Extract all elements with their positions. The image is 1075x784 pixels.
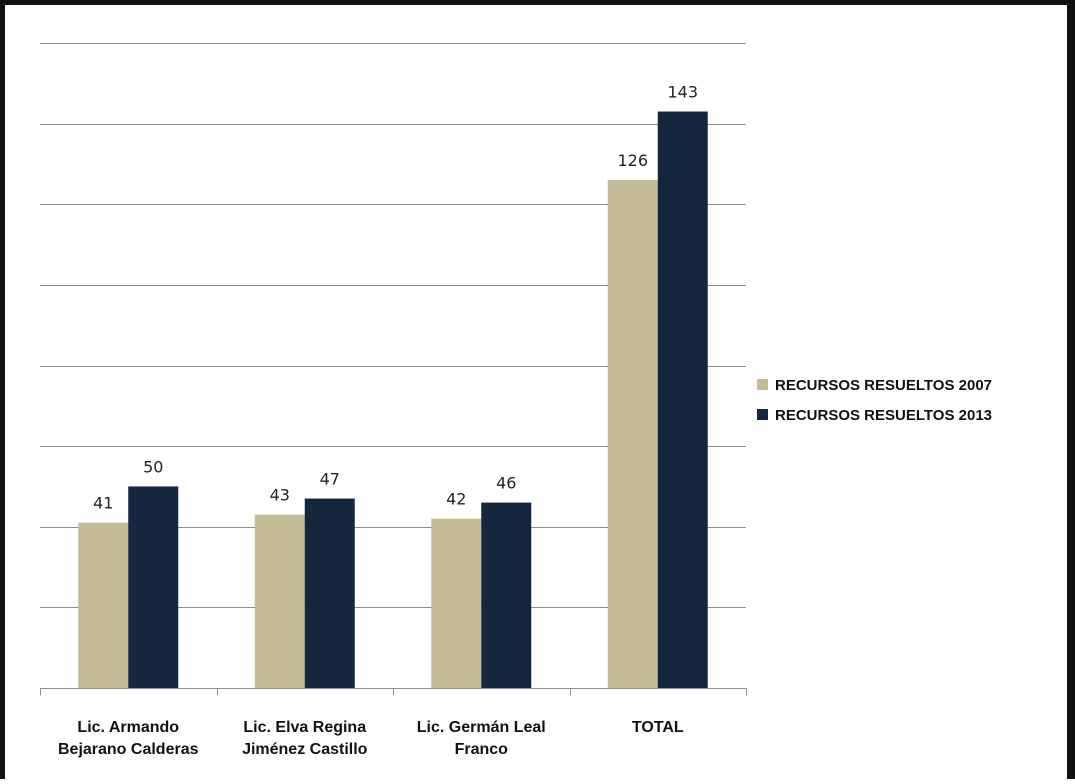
legend-label-2: RECURSOS RESUELTOS 2013 xyxy=(775,407,992,424)
bar-1-2 xyxy=(254,514,305,688)
data-label: 47 xyxy=(320,470,340,489)
bar-chart: 41 43 42 126 50 47 46 143 Lic. Armando Bejarano C… xyxy=(40,43,992,758)
data-label: 42 xyxy=(446,490,466,509)
bar-2-2 xyxy=(304,498,355,688)
bar-2-1 xyxy=(128,486,179,688)
legend-swatch-2 xyxy=(757,409,768,420)
x-tick-label: Lic. Elva Regina Jiménez Castillo xyxy=(242,719,368,758)
bar-2-4 xyxy=(657,111,708,688)
bar-1-4 xyxy=(607,180,658,688)
legend-swatch-1 xyxy=(757,379,768,390)
data-label: 126 xyxy=(617,151,648,170)
legend-label-1: RECURSOS RESUELTOS 2007 xyxy=(775,377,992,394)
data-label: 46 xyxy=(496,474,516,493)
bar-1-3 xyxy=(431,518,482,688)
data-label: 43 xyxy=(270,486,290,505)
bar-2-3 xyxy=(481,502,532,688)
data-label: 143 xyxy=(667,83,698,102)
x-tick-label: Lic. Armando Bejarano Calderas xyxy=(58,719,199,758)
bar-1-1 xyxy=(78,522,129,688)
data-label: 50 xyxy=(143,457,163,476)
x-tick-label: TOTAL xyxy=(632,719,684,736)
x-tick-label: Lic. Germán Leal Franco xyxy=(417,719,546,758)
data-label: 41 xyxy=(93,494,113,513)
